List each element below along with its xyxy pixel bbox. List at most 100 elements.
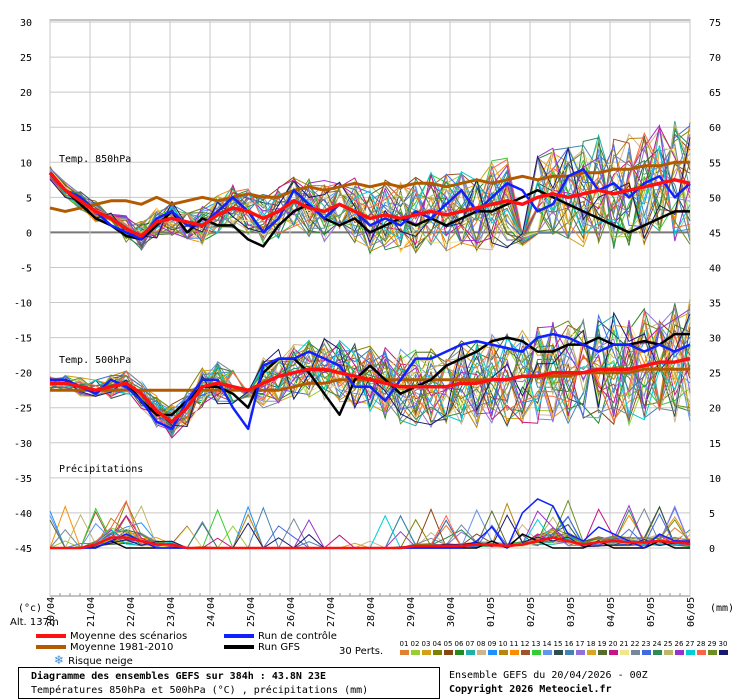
y-right-tick-label: 15 <box>709 439 721 450</box>
perturbation-swatch <box>444 650 453 655</box>
x-date-label: 01/05 <box>486 597 497 627</box>
perturbation-swatch <box>686 650 695 655</box>
legend-item-climatology: Moyenne 1981-2010 <box>36 642 173 653</box>
y-left-tick-label: 10 <box>20 158 32 169</box>
label-t500: Temp. 500hPa <box>59 355 131 366</box>
y-right-tick-label: 0 <box>709 544 715 555</box>
y-right-tick-label: 60 <box>709 123 721 134</box>
perturbation-swatch <box>631 650 640 655</box>
x-date-label: 22/04 <box>126 597 137 627</box>
legend-label-control: Run de contrôle <box>258 631 337 642</box>
y-right-tick-label: 75 <box>709 18 721 29</box>
y-left-tick-label: -15 <box>14 334 32 345</box>
y-right-tick-label: 40 <box>709 263 721 274</box>
y-right-tick-label: 65 <box>709 88 721 99</box>
x-date-label: 23/04 <box>166 597 177 627</box>
legend-label-climatology: Moyenne 1981-2010 <box>70 642 174 653</box>
perturbation-number: 27 <box>685 640 695 648</box>
y-left-tick-label: 0 <box>26 228 32 239</box>
perturbation-swatch <box>422 650 431 655</box>
series-line-t500 <box>50 356 691 424</box>
x-date-label: 21/04 <box>86 597 97 627</box>
perturbation-swatch <box>543 650 552 655</box>
y-right-tick-label: 45 <box>709 228 721 239</box>
perturbation-number: 23 <box>641 640 651 648</box>
legend-label-snow: Risque neige <box>68 656 133 667</box>
perturbation-swatch <box>587 650 596 655</box>
member-line-t500 <box>49 312 691 429</box>
perturbation-number: 14 <box>542 640 552 648</box>
perturbation-number: 17 <box>575 640 585 648</box>
perturbation-swatch <box>708 650 717 655</box>
series-line-precip <box>50 536 691 550</box>
x-date-label: 26/04 <box>286 597 297 627</box>
perturbation-swatch <box>576 650 585 655</box>
perturbation-swatch <box>554 650 563 655</box>
member-line-t500 <box>49 303 691 434</box>
y-right-tick-label: 55 <box>709 158 721 169</box>
perturbation-swatch <box>719 650 728 655</box>
perturbation-number: 16 <box>564 640 574 648</box>
x-date-label: 29/04 <box>406 597 417 627</box>
legend-item-snow: ❄ Risque neige <box>36 653 133 667</box>
series-line-t500 <box>50 332 691 431</box>
perturbation-number: 01 <box>399 640 409 648</box>
perturbation-swatch <box>532 650 541 655</box>
member-line-t850 <box>49 125 691 242</box>
series-line-t850 <box>48 171 691 238</box>
legend-label-mean: Moyenne des scénarios <box>70 631 188 642</box>
footer-box: Diagramme des ensembles GEFS sur 384h : … <box>18 667 440 699</box>
legend-item-control: Run de contrôle <box>224 631 337 642</box>
y-left-tick-label: -25 <box>14 404 32 415</box>
perturbation-number: 06 <box>454 640 464 648</box>
member-line-t500 <box>49 304 691 437</box>
y-left-unit: (°c) <box>18 603 42 614</box>
y-right-tick-label: 50 <box>709 193 721 204</box>
perturbation-number: 25 <box>663 640 673 648</box>
perturbation-number: 18 <box>586 640 596 648</box>
perturbation-swatch <box>609 650 618 655</box>
x-date-label: 24/04 <box>206 597 217 627</box>
y-right-tick-label: 10 <box>709 474 721 485</box>
y-left-tick-label: -35 <box>14 474 32 485</box>
perturbation-number: 30 <box>718 640 728 648</box>
x-date-label: 25/04 <box>246 597 257 627</box>
y-left-tick-label: -5 <box>20 263 32 274</box>
perturbation-swatch <box>488 650 497 655</box>
member-line-t500 <box>49 308 691 431</box>
series-line-t850 <box>49 171 690 248</box>
y-left-tick-label: -30 <box>14 439 32 450</box>
member-line-t500 <box>49 320 691 426</box>
perturbation-number: 13 <box>531 640 541 648</box>
perturbation-number: 15 <box>553 640 563 648</box>
y-right-tick-label: 35 <box>709 299 721 310</box>
perturbation-swatch <box>653 650 662 655</box>
perturbation-number: 24 <box>652 640 662 648</box>
perturbation-number: 10 <box>498 640 508 648</box>
perturbation-swatch <box>433 650 442 655</box>
y-right-tick-label: 5 <box>709 509 715 520</box>
x-date-label: 06/05 <box>686 597 697 627</box>
legend-label-gfs: Run GFS <box>258 642 301 653</box>
x-date-label: 03/05 <box>566 597 577 627</box>
y-left-tick-label: 15 <box>20 123 32 134</box>
legend-swatch-gfs <box>224 645 254 649</box>
perturbation-swatch <box>642 650 651 655</box>
copyright: Copyright 2026 Meteociel.fr <box>449 684 612 695</box>
x-date-label: 04/05 <box>606 597 617 627</box>
perturbation-swatch <box>466 650 475 655</box>
x-date-label: 20/04 <box>46 597 57 627</box>
member-line-t850 <box>49 145 691 240</box>
member-line-t500 <box>49 313 691 420</box>
legend-swatch-mean <box>36 634 66 638</box>
altitude-label: Alt. 137m <box>10 617 59 628</box>
x-date-label: 27/04 <box>326 597 337 627</box>
perturbation-swatch <box>675 650 684 655</box>
perturbation-number: 26 <box>674 640 684 648</box>
y-left-tick-label: 30 <box>20 18 32 29</box>
run-info: Ensemble GEFS du 20/04/2026 - 00Z <box>449 670 648 681</box>
legend-item-mean: Moyenne des scénarios <box>36 631 187 642</box>
perturbation-number: 11 <box>509 640 519 648</box>
chart-subtitle: Températures 850hPa et 500hPa (°C) , pré… <box>31 685 369 696</box>
perturbation-swatch <box>499 650 508 655</box>
